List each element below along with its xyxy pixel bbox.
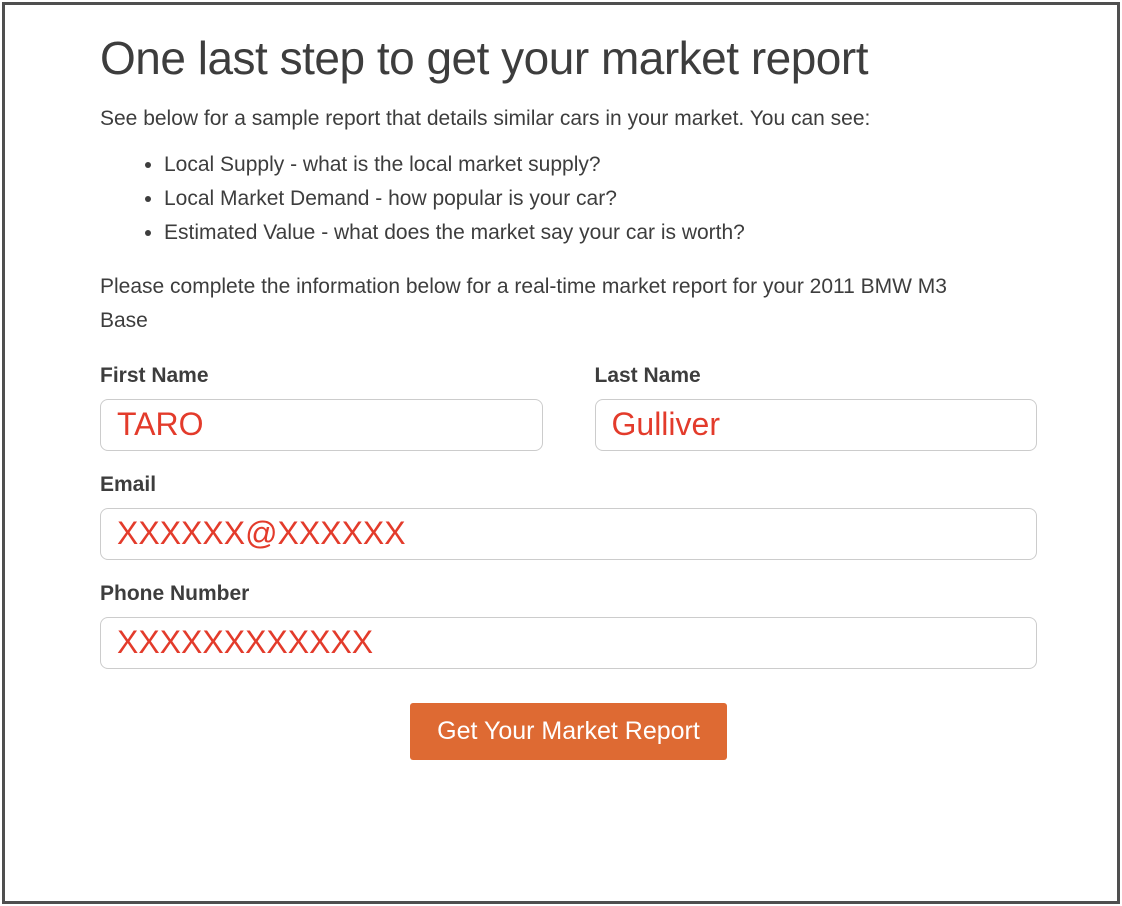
lead-form: First Name Last Name Email <box>100 364 1037 760</box>
name-row: First Name Last Name <box>100 364 1037 451</box>
phone-row: Phone Number <box>100 582 1037 669</box>
phone-number-input[interactable] <box>100 616 1037 669</box>
last-name-field-group: Last Name <box>594 363 1037 451</box>
list-item-local-supply: Local Supply - what is the local market … <box>164 148 1037 182</box>
phone-field-group: Phone Number <box>100 582 1037 669</box>
first-name-field-group: First Name <box>100 364 543 451</box>
email-label: Email <box>100 472 157 496</box>
submit-row: Get Your Market Report <box>100 702 1037 760</box>
benefits-list: Local Supply - what is the local market … <box>100 148 1037 250</box>
first-name-label: First Name <box>100 363 209 387</box>
email-row: Email <box>100 473 1037 560</box>
email-input[interactable] <box>100 507 1037 560</box>
instruction-text: Please complete the information below fo… <box>100 275 947 332</box>
get-market-report-button[interactable]: Get Your Market Report <box>410 702 727 760</box>
list-item-local-market-demand: Local Market Demand - how popular is you… <box>164 182 1037 216</box>
last-name-input[interactable] <box>594 398 1037 451</box>
email-field-group: Email <box>100 473 1037 560</box>
first-name-input[interactable] <box>100 398 543 451</box>
phone-number-label: Phone Number <box>100 581 250 605</box>
list-item-estimated-value: Estimated Value - what does the market s… <box>164 216 1037 250</box>
content-area: One last step to get your market report … <box>5 5 1117 760</box>
intro-text: See below for a sample report that detai… <box>100 106 871 130</box>
page-title: One last step to get your market report <box>100 32 868 84</box>
last-name-label: Last Name <box>594 363 701 387</box>
